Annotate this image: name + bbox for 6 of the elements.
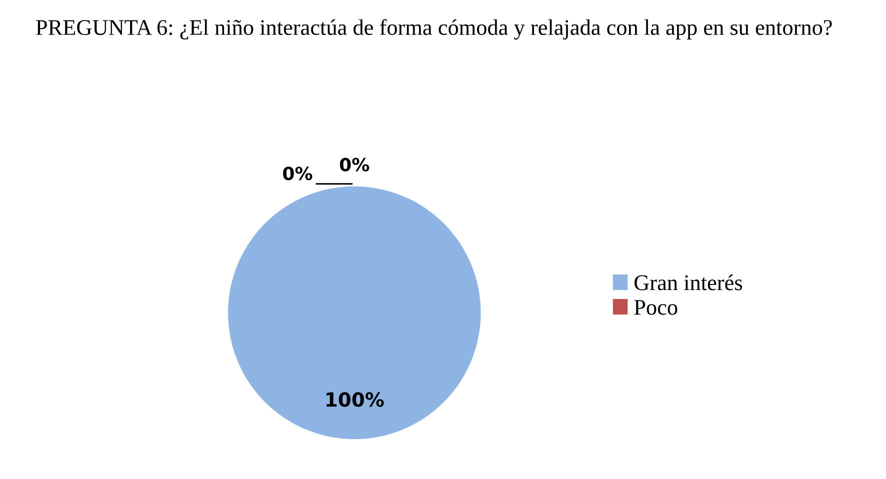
legend-label: Poco xyxy=(634,300,678,315)
data-label: 100% xyxy=(326,392,384,407)
text: 0% xyxy=(283,166,312,180)
chart-title: PREGUNTA 6: ¿El niño interactúa de forma cómoda y relajada con la app en su entorno? xyxy=(36,19,832,40)
text: 0% xyxy=(340,158,370,172)
legend-label: Gran interés xyxy=(634,274,742,290)
